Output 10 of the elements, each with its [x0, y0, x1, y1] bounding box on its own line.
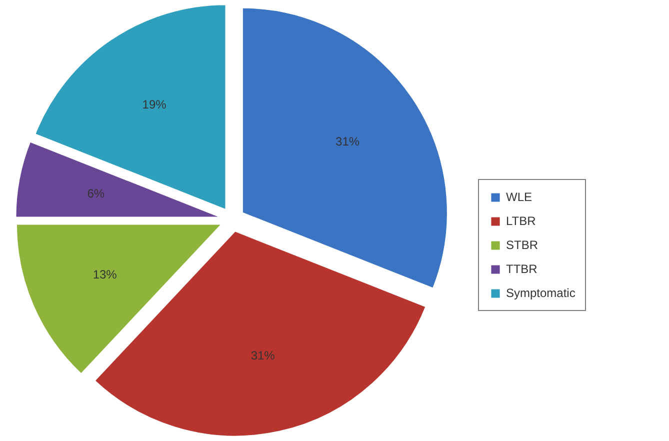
data-label: 19% — [142, 97, 167, 112]
legend-label: Symptomatic — [506, 286, 576, 300]
legend-label: LTBR — [506, 214, 536, 228]
legend-label: TTBR — [506, 262, 538, 276]
legend-label: WLE — [506, 190, 532, 204]
data-label: 31% — [250, 348, 276, 362]
data-label: 31% — [336, 134, 360, 148]
legend-label: STBR — [506, 238, 538, 252]
data-label: 13% — [92, 268, 118, 282]
data-label: 6% — [87, 186, 105, 200]
